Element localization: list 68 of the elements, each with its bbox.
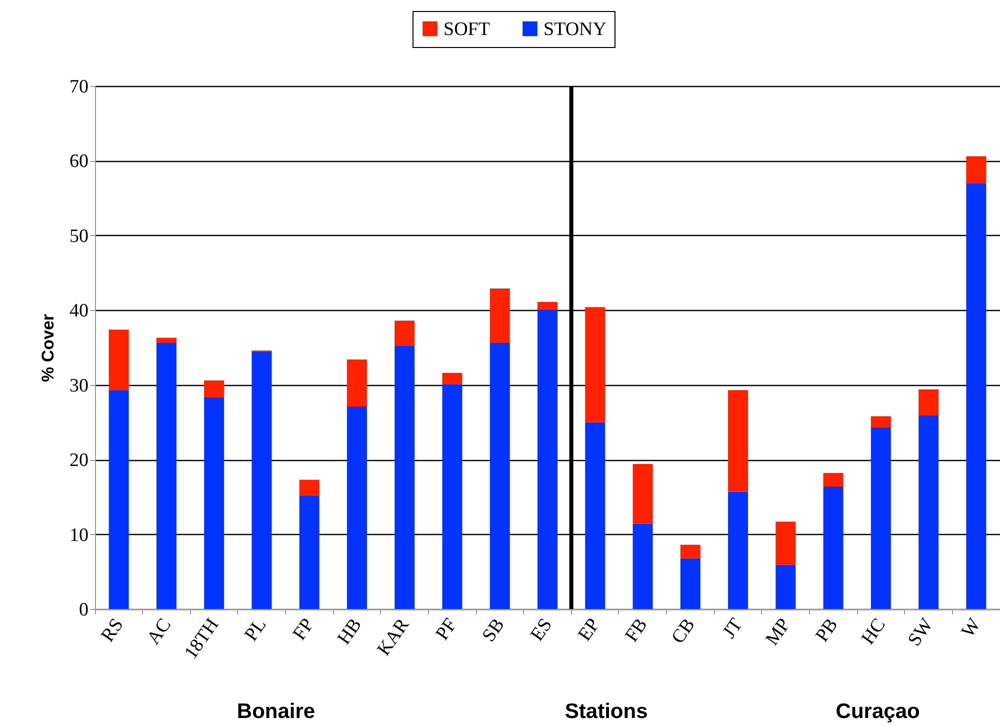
bar bbox=[632, 524, 653, 609]
bar bbox=[680, 558, 700, 609]
bar bbox=[394, 320, 415, 346]
x-tick-label: ES bbox=[526, 614, 557, 645]
bar bbox=[252, 352, 272, 609]
x-tick-label: SW bbox=[904, 614, 938, 650]
x-tick-label: PB bbox=[812, 614, 842, 646]
bar bbox=[204, 398, 224, 609]
x-tick-label: RS bbox=[97, 614, 128, 646]
x-tick-label: PL bbox=[240, 614, 271, 645]
x-tick-label: PF bbox=[432, 614, 462, 644]
y-tick-label: 70 bbox=[70, 76, 88, 98]
x-tick-label: EP bbox=[574, 614, 604, 645]
bar bbox=[680, 544, 700, 558]
x-tick-label: W bbox=[958, 614, 986, 642]
y-tick-label: 20 bbox=[70, 450, 88, 472]
bar bbox=[538, 302, 558, 310]
bar bbox=[108, 330, 129, 390]
bar bbox=[346, 359, 367, 407]
x-tick-label: FP bbox=[289, 614, 318, 644]
y-tick-label: 50 bbox=[70, 226, 88, 247]
text: Stations bbox=[564, 700, 648, 723]
bar bbox=[204, 380, 224, 398]
bar bbox=[442, 372, 462, 384]
bar bbox=[394, 346, 415, 609]
x-tick-label: CB bbox=[668, 614, 700, 648]
bar bbox=[823, 486, 844, 609]
x-tick-label: HC bbox=[858, 614, 890, 648]
bar bbox=[156, 343, 176, 609]
y-tick-label: 60 bbox=[70, 151, 88, 172]
bar bbox=[918, 389, 939, 416]
bar bbox=[299, 495, 320, 609]
bar bbox=[728, 390, 748, 492]
bar bbox=[346, 406, 367, 609]
bar bbox=[108, 390, 129, 609]
legend-label: SOFT bbox=[444, 18, 490, 40]
bar bbox=[156, 338, 176, 344]
bar bbox=[776, 564, 796, 609]
x-tick-label: HB bbox=[334, 614, 366, 648]
bar bbox=[442, 384, 462, 609]
bar bbox=[776, 522, 796, 565]
x-tick-label: JT bbox=[718, 614, 748, 642]
y-tick-label: 40 bbox=[70, 300, 88, 322]
bar bbox=[870, 416, 891, 428]
bar bbox=[966, 156, 986, 184]
x-tick-label: SB bbox=[478, 614, 509, 646]
text: Curaçao bbox=[836, 700, 920, 723]
bar bbox=[966, 183, 986, 609]
bar bbox=[490, 288, 510, 344]
bar bbox=[585, 422, 606, 609]
y-tick-label: 10 bbox=[70, 524, 88, 546]
bar bbox=[823, 473, 844, 486]
bar bbox=[585, 307, 606, 422]
bar bbox=[870, 427, 891, 609]
bar bbox=[538, 309, 558, 609]
y-tick-label: 30 bbox=[70, 375, 88, 396]
bar bbox=[728, 492, 748, 609]
bar bbox=[299, 480, 320, 496]
y-axis-title: % Cover bbox=[38, 314, 58, 382]
x-tick-label: MP bbox=[762, 614, 795, 650]
y-tick-label: 0 bbox=[79, 600, 88, 620]
text: Bonaire bbox=[236, 700, 316, 723]
bar bbox=[632, 464, 653, 524]
x-tick-label: AC bbox=[143, 614, 176, 648]
x-tick-label: FB bbox=[621, 614, 652, 646]
bar bbox=[918, 415, 939, 609]
bar bbox=[490, 343, 510, 609]
legend-label: STONY bbox=[544, 18, 607, 40]
